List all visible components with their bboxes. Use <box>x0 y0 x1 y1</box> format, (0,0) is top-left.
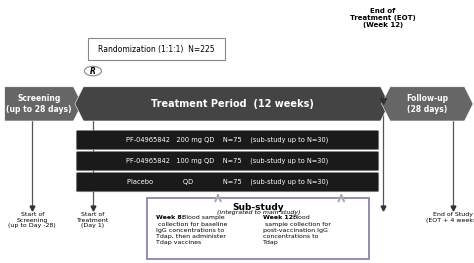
Text: Sub-study: Sub-study <box>233 203 284 211</box>
Text: Randomization (1:1:1)  N=225: Randomization (1:1:1) N=225 <box>98 45 215 54</box>
Text: Blood: Blood <box>292 215 310 220</box>
Text: PF-04965842   100 mg QD    N=75    (sub-study up to N=30): PF-04965842 100 mg QD N=75 (sub-study up… <box>127 158 328 164</box>
Text: Start of
Screening
(up to Day -28): Start of Screening (up to Day -28) <box>9 212 56 228</box>
Text: End of
Treatment (EOT)
(Week 12): End of Treatment (EOT) (Week 12) <box>350 8 416 28</box>
Text: sample collection for
post-vaccination IgG
concentrations to
Tdap: sample collection for post-vaccination I… <box>263 222 331 245</box>
Text: (integrated to main study): (integrated to main study) <box>217 210 300 215</box>
Circle shape <box>84 66 101 76</box>
Text: Screening
(up to 28 days): Screening (up to 28 days) <box>6 94 72 114</box>
Text: collection for baseline
IgG concentrations to
Tdap, then administer
Tdap vaccine: collection for baseline IgG concentratio… <box>156 222 228 245</box>
Polygon shape <box>75 87 389 121</box>
Polygon shape <box>382 87 473 121</box>
Text: Treatment Period  (12 weeks): Treatment Period (12 weeks) <box>151 99 313 109</box>
FancyBboxPatch shape <box>88 38 225 60</box>
Text: Follow-up
(28 days): Follow-up (28 days) <box>406 94 448 114</box>
FancyBboxPatch shape <box>76 130 379 150</box>
Text: Placebo              QD              N=75    (sub-study up to N=30): Placebo QD N=75 (sub-study up to N=30) <box>127 179 328 185</box>
FancyBboxPatch shape <box>147 198 369 259</box>
Text: Blood sample: Blood sample <box>182 215 225 220</box>
Text: Week 12:: Week 12: <box>263 215 296 220</box>
Text: Week 8:: Week 8: <box>156 215 185 220</box>
Text: End of Study
(EOT + 4 weeks): End of Study (EOT + 4 weeks) <box>426 212 474 222</box>
Text: Start of
Treatment
(Day 1): Start of Treatment (Day 1) <box>77 212 109 228</box>
Text: R: R <box>90 67 96 75</box>
FancyBboxPatch shape <box>76 173 379 192</box>
Text: PF-04965842   200 mg QD    N=75    (sub-study up to N=30): PF-04965842 200 mg QD N=75 (sub-study up… <box>127 137 328 143</box>
Polygon shape <box>5 87 82 121</box>
FancyBboxPatch shape <box>76 151 379 171</box>
